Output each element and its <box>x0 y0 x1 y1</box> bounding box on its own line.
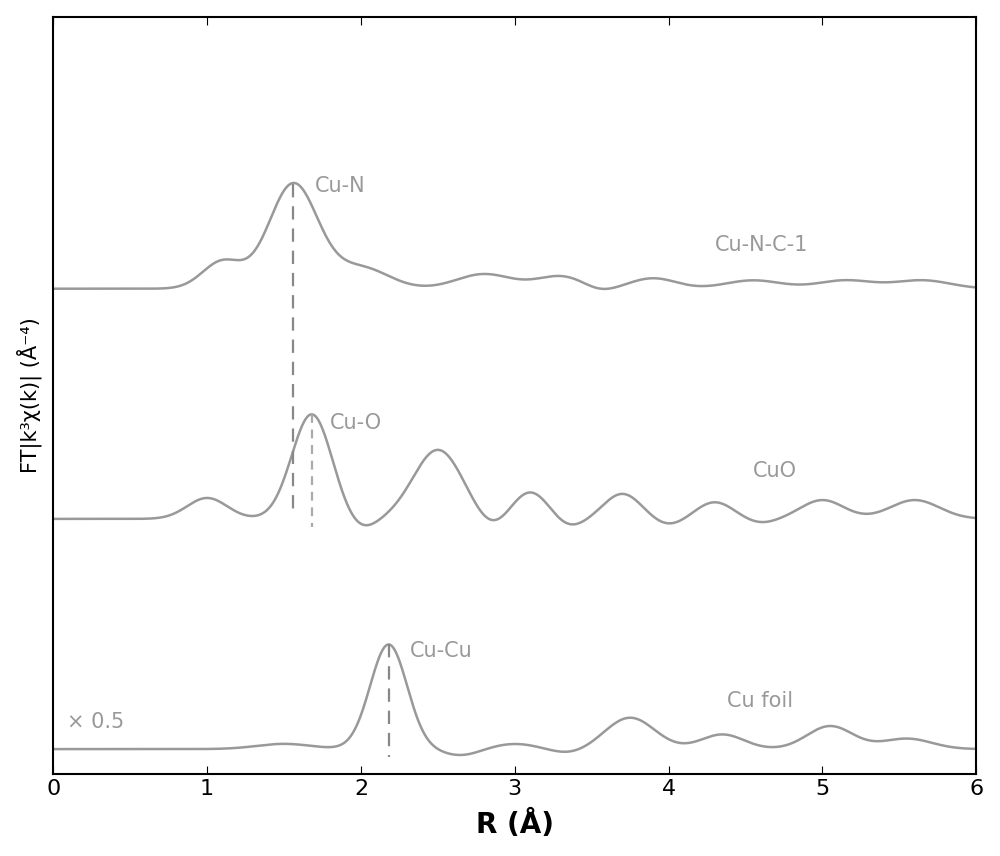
Text: CuO: CuO <box>753 461 797 481</box>
Y-axis label: FT|k³χ(k)| (Å⁻⁴): FT|k³χ(k)| (Å⁻⁴) <box>17 318 42 473</box>
Text: Cu-O: Cu-O <box>330 413 382 433</box>
Text: Cu foil: Cu foil <box>727 692 793 711</box>
Text: × 0.5: × 0.5 <box>67 712 124 732</box>
Text: Cu-N-C-1: Cu-N-C-1 <box>715 235 808 255</box>
Text: Cu-Cu: Cu-Cu <box>410 641 473 661</box>
Text: Cu-N: Cu-N <box>315 176 365 196</box>
X-axis label: R (Å): R (Å) <box>476 810 554 840</box>
